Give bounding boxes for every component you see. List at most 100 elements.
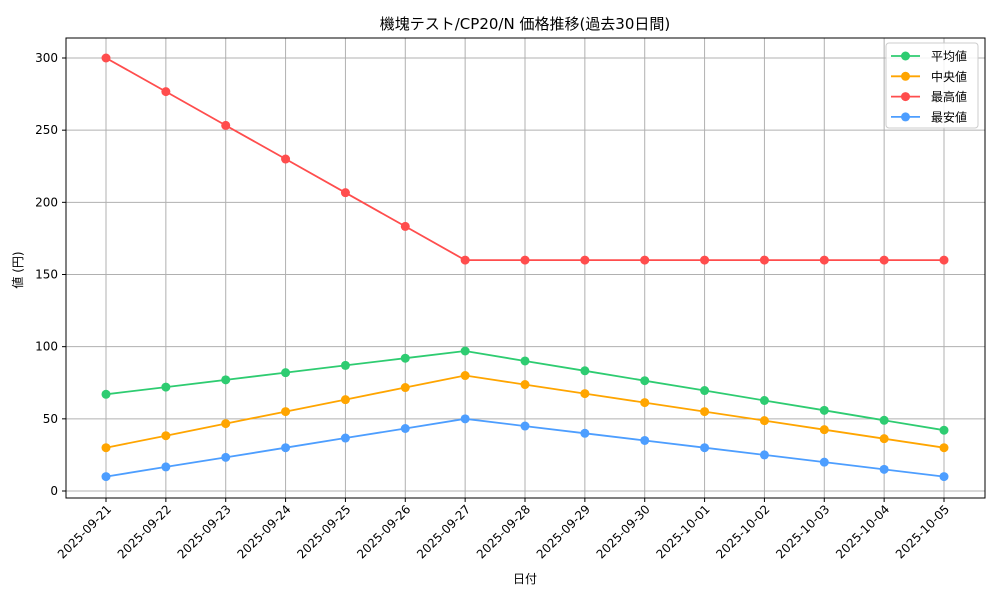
data-point (340, 433, 350, 443)
x-tick-label: 2025-10-02 (713, 502, 772, 561)
data-point (759, 416, 769, 426)
data-point (759, 450, 769, 460)
data-point (221, 419, 231, 429)
series-2 (101, 53, 949, 265)
legend-label: 中央値 (931, 69, 967, 84)
data-point (819, 457, 829, 467)
x-tick-label: 2025-10-05 (893, 502, 952, 561)
data-point (580, 389, 590, 399)
legend-marker (901, 71, 910, 81)
data-point (101, 389, 111, 399)
legend-marker (901, 112, 910, 122)
data-point (101, 443, 111, 453)
data-point (879, 434, 889, 444)
x-tick-label: 2025-09-26 (354, 502, 413, 561)
data-point (161, 382, 171, 392)
y-tick-label: 300 (35, 51, 58, 65)
y-tick-label: 150 (35, 268, 58, 282)
x-tick-label: 2025-09-29 (534, 502, 593, 561)
data-point (520, 380, 530, 390)
data-point (640, 398, 650, 408)
x-tick-label: 2025-10-03 (773, 502, 832, 561)
legend-item: 最高値 (891, 89, 967, 104)
x-tick-label: 2025-09-23 (175, 502, 234, 561)
data-point (460, 414, 470, 424)
data-point (640, 435, 650, 445)
data-point (221, 120, 231, 130)
data-point (101, 472, 111, 482)
data-point (460, 255, 470, 265)
data-point (939, 443, 949, 453)
data-point (400, 353, 410, 363)
data-point (640, 255, 650, 265)
data-point (221, 452, 231, 462)
x-tick-label: 2025-09-25 (294, 502, 353, 561)
data-point (101, 53, 111, 63)
legend-marker (901, 51, 910, 61)
y-axis-ticks: 0 50 100 150 200 250 300 (35, 51, 66, 498)
data-point (700, 443, 710, 453)
legend-item: 中央値 (891, 69, 967, 84)
legend-label: 最安値 (931, 109, 967, 124)
data-point (640, 376, 650, 386)
x-tick-label: 2025-09-27 (414, 502, 473, 561)
legend-label: 最高値 (931, 89, 967, 104)
data-point (700, 255, 710, 265)
data-point (221, 375, 231, 385)
data-point (879, 464, 889, 474)
y-tick-label: 0 (50, 484, 58, 498)
data-point (700, 407, 710, 417)
y-axis-label: 値 (円) (10, 251, 25, 288)
series-3 (101, 414, 949, 482)
legend-item: 平均値 (891, 49, 967, 64)
data-point (759, 396, 769, 406)
y-tick-label: 100 (35, 340, 58, 354)
legend-label: 平均値 (931, 49, 967, 64)
series-1 (101, 371, 949, 453)
data-point (460, 346, 470, 356)
data-point (400, 383, 410, 393)
data-point (400, 221, 410, 231)
data-point (161, 87, 171, 97)
data-point (281, 443, 291, 453)
x-axis-ticks: 2025-09-21 2025-09-22 2025-09-23 2025-09-24… (55, 498, 952, 561)
x-tick-label: 2025-10-04 (833, 502, 892, 561)
y-tick-label: 50 (43, 412, 58, 426)
x-tick-label: 2025-10-01 (653, 502, 712, 561)
x-axis-label: 日付 (513, 572, 537, 586)
data-point (580, 366, 590, 376)
data-point (281, 407, 291, 417)
data-point (460, 371, 470, 381)
data-point (520, 255, 530, 265)
data-point (819, 425, 829, 435)
y-tick-label: 250 (35, 123, 58, 137)
data-point (759, 255, 769, 265)
data-point (879, 415, 889, 425)
data-point (819, 255, 829, 265)
data-point (161, 431, 171, 441)
data-point (819, 405, 829, 415)
x-tick-label: 2025-09-24 (234, 502, 293, 561)
data-point (520, 421, 530, 431)
chart-title: 機塊テスト/CP20/N 価格推移(過去30日間) (380, 15, 671, 33)
legend-item: 最安値 (891, 109, 967, 124)
data-point (161, 462, 171, 472)
data-point (340, 360, 350, 370)
series-lines (101, 53, 949, 482)
data-point (340, 395, 350, 405)
data-point (939, 255, 949, 265)
data-point (700, 386, 710, 396)
data-point (520, 356, 530, 366)
data-point (281, 368, 291, 378)
series-0 (101, 346, 949, 435)
legend-marker (901, 92, 910, 102)
x-tick-label: 2025-09-21 (55, 502, 114, 561)
data-point (580, 428, 590, 438)
data-point (340, 188, 350, 198)
data-point (281, 154, 291, 164)
data-point (939, 425, 949, 435)
legend-box (885, 42, 979, 129)
data-point (400, 424, 410, 434)
